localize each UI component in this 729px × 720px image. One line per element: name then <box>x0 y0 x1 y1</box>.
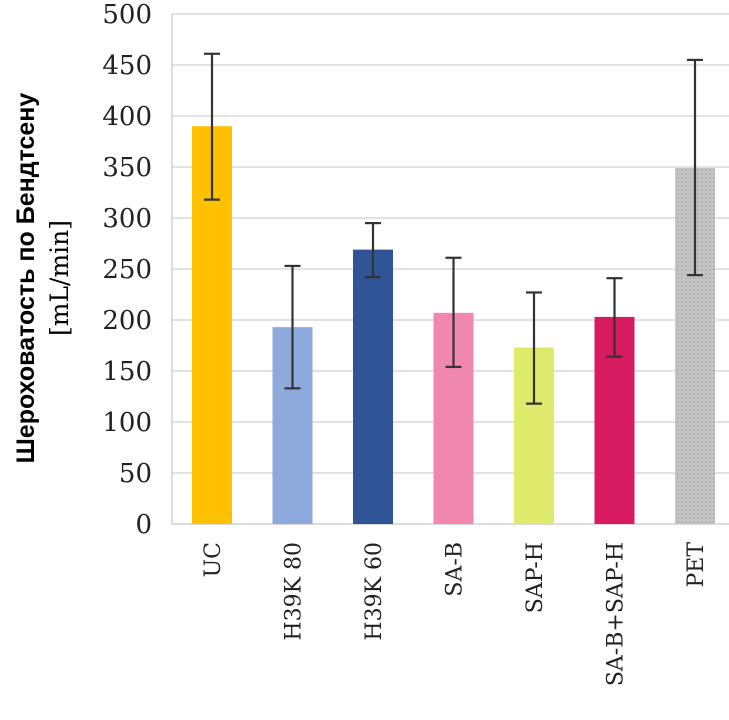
y-tick-label: 0 <box>135 510 152 540</box>
y-tick-label: 400 <box>102 102 152 132</box>
y-axis-label: Шероховатость по Бендтсену <box>12 93 40 464</box>
bar <box>353 249 393 524</box>
x-tick-label: UC <box>201 542 226 577</box>
error-bars <box>204 52 703 405</box>
x-tick-labels: UC H39K 80 H39K 60 SA-B SAP-H SA-B+SAP-H PET <box>201 542 709 686</box>
y-tick-label: 500 <box>102 0 152 30</box>
bars <box>192 126 715 524</box>
x-tick-label: SA-B+SAP-H <box>604 542 629 686</box>
y-axis-title: Шероховатость по Бендтсену [mL/min] <box>12 93 74 464</box>
y-tick-labels: 0 50 100 150 200 250 300 350 400 450 500 <box>102 0 152 540</box>
y-tick-label: 300 <box>102 204 152 234</box>
y-tick-label: 100 <box>102 408 152 438</box>
y-tick-label: 200 <box>102 306 152 336</box>
x-tick-label: SAP-H <box>523 542 548 613</box>
x-tick-label: H39K 80 <box>282 542 307 641</box>
x-tick-label: PET <box>684 542 709 588</box>
y-tick-label: 150 <box>102 357 152 387</box>
y-tick-label: 50 <box>119 459 152 489</box>
x-tick-label: SA-B <box>443 542 468 597</box>
y-axis-unit: [mL/min] <box>45 220 74 336</box>
x-tick-label: H39K 60 <box>362 542 387 641</box>
y-tick-label: 450 <box>102 51 152 81</box>
gridlines <box>172 13 729 474</box>
y-tick-label: 250 <box>102 255 152 285</box>
y-tick-label: 350 <box>102 153 152 183</box>
